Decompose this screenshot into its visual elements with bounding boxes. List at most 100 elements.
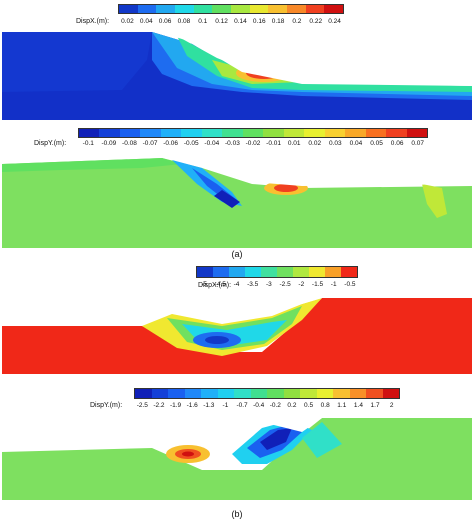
tick-label: 0.14 xyxy=(234,18,247,25)
tick-label: 0.06 xyxy=(158,18,172,25)
tick-label: 0.12 xyxy=(215,18,228,25)
tick-label: 1.7 xyxy=(370,402,380,409)
tick-label: -2.2 xyxy=(153,402,165,409)
color-bar xyxy=(134,388,400,399)
color-swatch xyxy=(261,267,277,277)
tick-label: -0.04 xyxy=(204,140,220,147)
color-swatch xyxy=(304,129,325,137)
color-swatch xyxy=(175,5,194,13)
tick-label: 0.22 xyxy=(309,18,323,25)
tick-label: -0.5 xyxy=(344,281,356,288)
color-swatch xyxy=(382,389,399,398)
legend-a-dispy: DispY.(m): -0.1 -0.09 -0.08 -0.07 -0.06 -0.05… xyxy=(0,124,474,154)
tick-label: -3 xyxy=(266,281,272,288)
panel-b-dispy xyxy=(2,414,474,504)
legend-b-dispx: DispX.(m): -5 -4.5 -4 -3.5 -3 -2.5 -2 -1.5 -1 -0.… xyxy=(0,262,474,294)
tick-label: -0.4 xyxy=(253,402,265,409)
caption-b: (b) xyxy=(231,509,243,519)
contour-plot-a-dispy xyxy=(2,154,474,248)
tick-label: -0.06 xyxy=(163,140,179,147)
tick-label: 0.16 xyxy=(252,18,266,25)
color-swatch xyxy=(184,389,201,398)
color-swatch xyxy=(242,129,264,137)
tick-label: 0.02 xyxy=(308,140,322,147)
color-swatch xyxy=(249,5,269,13)
tick-label: 0.2 xyxy=(292,18,302,25)
color-swatch xyxy=(137,5,157,13)
color-swatch xyxy=(366,389,383,398)
color-swatch xyxy=(263,129,284,137)
legend-label: DispX.(m): xyxy=(76,18,110,25)
legend-label: DispY.(m): xyxy=(90,402,123,409)
color-swatch xyxy=(135,389,152,398)
color-swatch xyxy=(193,5,213,13)
color-swatch xyxy=(324,5,344,13)
color-swatch xyxy=(316,389,333,398)
color-swatch xyxy=(268,5,288,13)
tick-label: 0.01 xyxy=(287,140,301,147)
color-swatch xyxy=(345,129,366,137)
color-swatch xyxy=(168,389,185,398)
tick-label: 0.18 xyxy=(271,18,285,25)
tick-label: 0.07 xyxy=(411,140,425,147)
color-swatch xyxy=(213,267,229,277)
tick-label: -4 xyxy=(233,281,240,288)
tick-label: -0.7 xyxy=(236,402,248,409)
tick-label: 0.04 xyxy=(349,140,363,147)
color-swatch xyxy=(250,389,267,398)
color-swatch xyxy=(293,267,309,277)
color-swatch xyxy=(79,129,100,137)
tick-label: -0.02 xyxy=(245,140,261,147)
tick-label: -1 xyxy=(222,402,229,409)
color-swatch xyxy=(283,129,305,137)
tick-label: -1.6 xyxy=(186,402,198,409)
tick-label: 0.03 xyxy=(329,140,342,147)
tick-label: 0.1 xyxy=(198,18,208,25)
tick-labels: -0.1 -0.09 -0.08 -0.07 -0.06 -0.05 -0.04 -0.03-… xyxy=(78,140,428,150)
tick-label: -5 xyxy=(201,281,207,288)
color-swatch xyxy=(140,129,161,137)
tick-label: 0.5 xyxy=(304,402,314,409)
tick-label: -0.07 xyxy=(142,140,158,147)
panel-b-dispx xyxy=(2,294,474,380)
tick-labels: 0.02 0.04 0.06 0.08 0.1 0.12 0.14 0.16 0.18 0.2 0.… xyxy=(118,18,344,28)
color-swatch xyxy=(201,389,218,398)
tick-label: -0.1 xyxy=(82,140,94,147)
tick-label: 0.05 xyxy=(370,140,383,147)
color-bar xyxy=(196,266,358,278)
tick-label: -3.5 xyxy=(247,281,259,288)
tick-label: 0.06 xyxy=(390,140,404,147)
tick-label: -1.5 xyxy=(311,281,324,288)
color-swatch xyxy=(283,389,300,398)
tick-label: 0.8 xyxy=(320,402,330,409)
color-bar xyxy=(78,128,428,138)
panel-a-dispy xyxy=(2,154,474,248)
color-swatch xyxy=(349,389,366,398)
color-swatch xyxy=(324,129,346,137)
tick-label: -0.05 xyxy=(183,140,199,147)
tick-label: -2 xyxy=(298,281,305,288)
color-swatch xyxy=(160,129,182,137)
color-swatch xyxy=(217,389,234,398)
color-swatch xyxy=(234,389,251,398)
tick-label: -0.03 xyxy=(224,140,240,147)
color-swatch xyxy=(341,267,357,277)
color-swatch xyxy=(305,5,325,13)
color-swatch xyxy=(245,267,261,277)
panel-a-dispx xyxy=(2,30,474,120)
legend-b-dispy: DispY.(m): -2.5 -2.2 -1.9 -1.6 -1.3 -1 -0.7 -0.… xyxy=(0,384,474,414)
tick-label: -0.08 xyxy=(122,140,137,147)
color-swatch xyxy=(231,5,250,13)
caption-a: (a) xyxy=(231,249,243,259)
contour-plot-a-dispx xyxy=(2,30,474,120)
color-swatch xyxy=(119,129,141,137)
tick-label: -4.5 xyxy=(214,281,226,288)
tick-label: 1.4 xyxy=(353,402,363,409)
color-swatch xyxy=(309,267,325,277)
color-swatch xyxy=(222,129,243,137)
color-swatch xyxy=(333,389,350,398)
tick-label: 0.2 xyxy=(287,402,297,409)
color-swatch xyxy=(300,389,317,398)
color-swatch xyxy=(212,5,232,13)
color-swatch xyxy=(406,129,427,137)
